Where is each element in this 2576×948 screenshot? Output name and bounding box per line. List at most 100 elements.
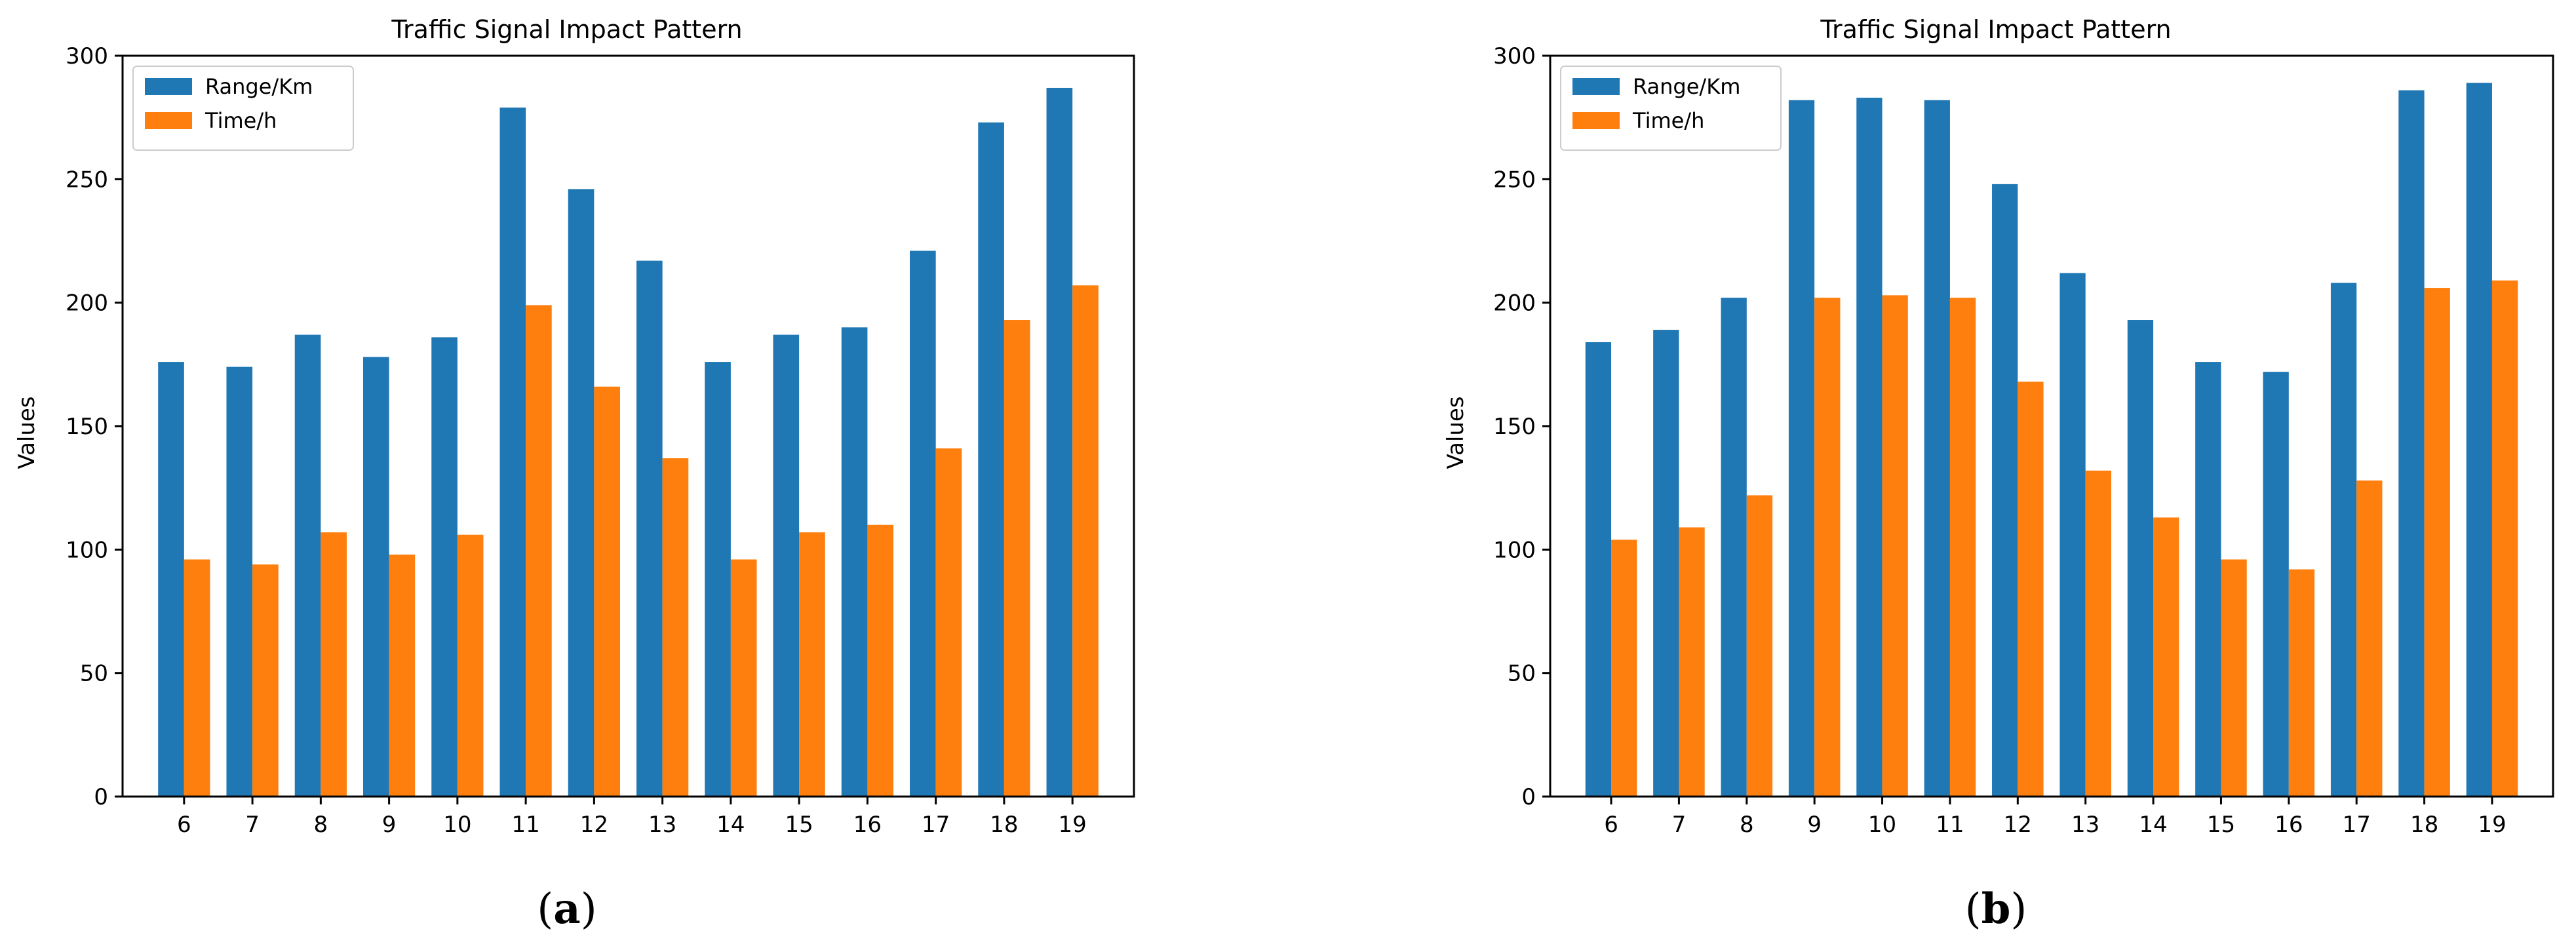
- bar-time-h-12: [2018, 382, 2044, 797]
- x-tick-label: 14: [716, 812, 745, 838]
- bar-range-km-13: [636, 260, 663, 797]
- bar-time-h-17: [935, 448, 962, 797]
- bar-time-h-13: [662, 458, 689, 797]
- x-tick-label: 13: [2071, 812, 2099, 838]
- bar-range-km-8: [1721, 298, 1747, 797]
- chart-title: Traffic Signal Impact Pattern: [1820, 15, 2171, 44]
- bar-range-km-16: [841, 327, 868, 797]
- bar-time-h-12: [594, 386, 620, 797]
- x-tick-label: 10: [443, 812, 471, 838]
- legend: Range/Km Time/h: [1560, 66, 1782, 151]
- x-tick-label: 14: [2139, 812, 2167, 838]
- x-tick-label: 16: [2274, 812, 2303, 838]
- bar-range-km-13: [2059, 273, 2086, 797]
- caption-close-paren: ): [581, 885, 597, 934]
- bar-range-km-18: [978, 122, 1004, 797]
- y-tick-label: 300: [1493, 43, 1536, 69]
- bar-range-km-17: [2330, 283, 2357, 797]
- x-tick-label: 15: [2207, 812, 2235, 838]
- bar-range-km-10: [431, 337, 458, 797]
- chart-b: Traffic Signal Impact Pattern Values 0 50…: [1443, 15, 2554, 934]
- x-tick-label: 19: [1059, 812, 1087, 838]
- x-tick-label: 18: [2410, 812, 2438, 838]
- plot-frame: [1549, 54, 2554, 798]
- y-tick-label: 100: [1493, 537, 1536, 563]
- x-tick-label: 13: [648, 812, 676, 838]
- legend-swatch-time-h: [1572, 112, 1620, 129]
- chart-a: Traffic Signal Impact Pattern Values 0 50…: [14, 15, 1135, 934]
- plot-frame: [121, 54, 1135, 798]
- x-tick-label: 8: [314, 812, 328, 838]
- bar-range-km-11: [1924, 100, 1950, 797]
- x-tick-label: 7: [1672, 812, 1687, 838]
- bar-time-h-10: [457, 534, 484, 797]
- bar-time-h-7: [252, 564, 279, 797]
- caption-open-paren: (: [1965, 885, 1981, 934]
- caption-close-paren: ): [2010, 885, 2027, 934]
- x-tick-label: 18: [990, 812, 1018, 838]
- x-tick-label: 15: [785, 812, 813, 838]
- bar-range-km-15: [773, 334, 800, 797]
- bar-range-km-17: [910, 250, 936, 797]
- y-axis-label: Values: [14, 396, 40, 469]
- x-tick-label: 6: [1604, 812, 1618, 838]
- bar-range-km-10: [1856, 98, 1883, 797]
- y-tick-label: 100: [66, 537, 108, 563]
- bar-time-h-8: [321, 532, 347, 797]
- bar-time-h-11: [526, 305, 552, 797]
- bar-time-h-19: [2491, 280, 2518, 797]
- bar-time-h-9: [389, 554, 416, 797]
- bar-range-km-14: [2127, 320, 2154, 797]
- x-tick-label: 9: [1807, 812, 1822, 838]
- legend-swatch-range-km: [1572, 78, 1620, 95]
- bar-range-km-18: [2398, 90, 2425, 797]
- y-tick-label: 0: [94, 784, 108, 810]
- bar-time-h-18: [1004, 320, 1030, 797]
- legend-swatch-range-km: [145, 78, 192, 95]
- bar-time-h-10: [1882, 295, 1908, 797]
- subfigure-caption: (b): [1965, 884, 2027, 934]
- bar-range-km-7: [226, 366, 253, 797]
- y-tick-label: 300: [66, 43, 108, 69]
- bar-time-h-19: [1072, 285, 1099, 797]
- bars-group: [1585, 83, 2518, 797]
- bar-time-h-17: [2356, 480, 2383, 797]
- y-tick-label: 0: [1521, 784, 1536, 810]
- x-tick-label: 12: [2004, 812, 2032, 838]
- x-tick-label: 17: [922, 812, 950, 838]
- bar-range-km-19: [2466, 83, 2492, 797]
- bars-group: [158, 87, 1099, 797]
- x-tick-label: 16: [853, 812, 882, 838]
- bar-time-h-18: [2424, 288, 2450, 797]
- legend-label: Time/h: [1632, 108, 1704, 133]
- bar-time-h-16: [867, 524, 894, 797]
- legend-label: Range/Km: [205, 74, 313, 99]
- bar-range-km-16: [2263, 372, 2289, 797]
- x-tick-label: 6: [177, 812, 191, 838]
- y-tick-label: 50: [1508, 661, 1536, 687]
- bar-range-km-11: [499, 108, 526, 797]
- bar-time-h-14: [730, 559, 757, 797]
- x-tick-label: 17: [2343, 812, 2371, 838]
- ticks-group: 0 50 100 150 200 250 300 6 7 8 9 10 11 12 13 14 15 16 17 18…: [1493, 43, 2506, 838]
- bar-range-km-9: [362, 357, 389, 797]
- legend-swatch-time-h: [145, 112, 192, 129]
- y-tick-label: 150: [66, 414, 108, 440]
- bar-range-km-12: [1992, 184, 2018, 797]
- x-tick-label: 7: [245, 812, 260, 838]
- bar-range-km-6: [1585, 342, 1612, 797]
- bar-range-km-12: [568, 189, 595, 797]
- bar-time-h-13: [2085, 470, 2111, 797]
- bar-range-km-14: [705, 362, 731, 797]
- x-tick-label: 10: [1868, 812, 1896, 838]
- bar-time-h-6: [184, 559, 210, 797]
- y-tick-label: 50: [80, 661, 108, 687]
- bar-time-h-16: [2288, 569, 2315, 797]
- x-tick-label: 9: [382, 812, 397, 838]
- ticks-group: 0 50 100 150 200 250 300 6 7 8 9 10 11 12 13 14 15 16 17 18…: [66, 43, 1087, 838]
- bar-time-h-14: [2153, 517, 2179, 797]
- bar-time-h-15: [2221, 559, 2247, 797]
- y-tick-label: 200: [66, 290, 108, 317]
- caption-open-paren: (: [537, 885, 553, 934]
